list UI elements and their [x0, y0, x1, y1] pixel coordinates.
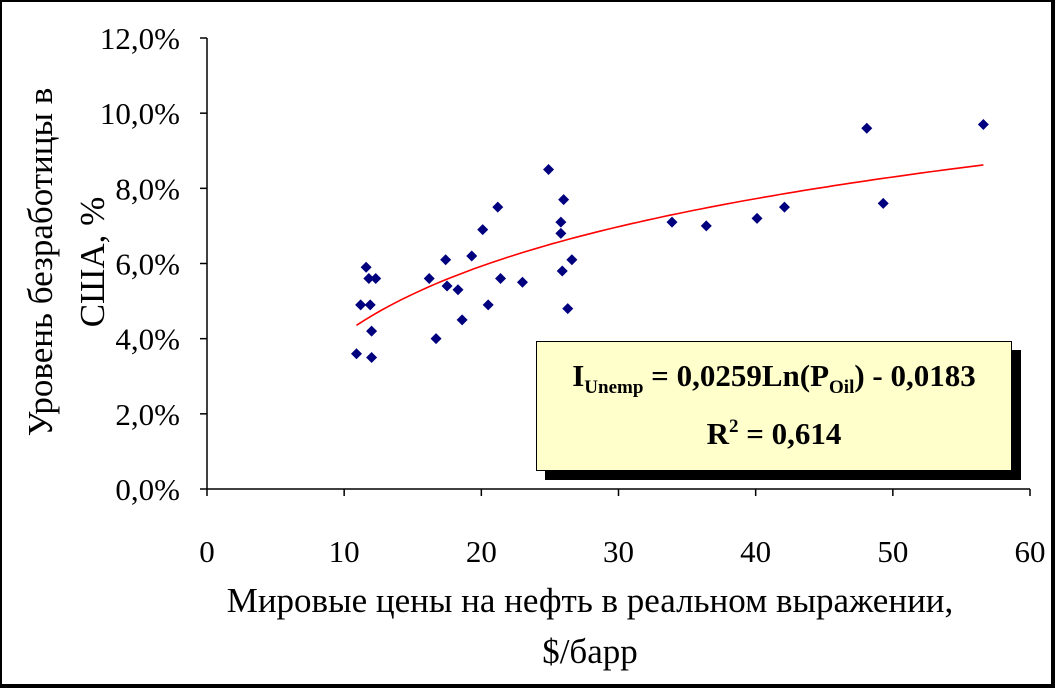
data-point: [440, 254, 452, 266]
data-point: [751, 212, 763, 224]
data-point: [364, 299, 376, 311]
data-point: [977, 118, 989, 130]
x-tick-label: 30: [603, 534, 634, 569]
data-point: [482, 299, 494, 311]
x-tick-label: 60: [1015, 534, 1046, 569]
data-point: [558, 194, 570, 206]
data-point: [430, 333, 442, 345]
data-point: [351, 348, 363, 360]
y-tick-label: 2,0%: [115, 397, 180, 432]
data-point: [566, 254, 578, 266]
y-tick-label: 12,0%: [100, 21, 180, 56]
x-axis-title-line1: Мировые цены на нефть в реальном выражен…: [227, 581, 954, 620]
y-tick-label: 10,0%: [100, 96, 180, 131]
data-points: [351, 118, 989, 363]
x-axis-title-line2: $/барр: [542, 632, 638, 671]
data-point: [466, 250, 478, 262]
x-tick-label: 10: [329, 534, 360, 569]
data-point: [861, 122, 873, 134]
data-point: [555, 227, 567, 239]
eq-mid: = 0,0259Ln(P: [643, 358, 830, 393]
r2-lhs: R: [706, 416, 729, 451]
y-tick-label: 4,0%: [115, 322, 180, 357]
data-point: [363, 273, 375, 285]
data-point: [366, 351, 378, 363]
r-squared: R2 = 0,614: [537, 416, 1011, 452]
data-point: [366, 325, 378, 337]
data-point: [477, 224, 489, 236]
eq-lhs: I: [572, 358, 585, 393]
y-axis-title: Уровень безработицы в: [21, 88, 60, 437]
regression-equation: IUnemp = 0,0259Ln(POil) - 0,0183: [537, 358, 1011, 399]
data-point: [543, 164, 555, 176]
data-point: [423, 273, 435, 285]
eq-rhs: ) - 0,0183: [854, 358, 976, 393]
data-point: [516, 276, 528, 288]
x-tick-label: 20: [466, 534, 497, 569]
eq-lhs-subscript: Unemp: [584, 377, 644, 398]
x-tick-label: 0: [199, 534, 215, 569]
data-point: [492, 201, 504, 213]
data-point: [700, 220, 712, 232]
data-point: [556, 265, 568, 277]
data-point: [877, 197, 889, 209]
data-point: [495, 273, 507, 285]
data-point: [441, 280, 453, 292]
data-point: [370, 273, 382, 285]
data-point: [555, 216, 567, 228]
y-tick-label: 0,0%: [115, 472, 180, 507]
data-point: [456, 314, 468, 326]
x-axis-ticks: 0 10 20 30 40 50 60: [199, 489, 1046, 569]
data-point: [360, 261, 372, 273]
y-tick-label: 6,0%: [115, 247, 180, 282]
y-axis-ticks: 0,0% 2,0% 4,0% 6,0% 8,0% 10,0% 12,0%: [100, 21, 207, 507]
data-point: [778, 201, 790, 213]
eq-mid-subscript: Oil: [829, 377, 855, 398]
data-point: [666, 216, 678, 228]
y-tick-label: 8,0%: [115, 171, 180, 206]
r2-superscript: 2: [728, 416, 739, 437]
x-tick-label: 40: [740, 534, 771, 569]
data-point: [562, 303, 574, 315]
x-tick-label: 50: [877, 534, 908, 569]
data-point: [452, 284, 464, 296]
y-axis-title-2: США, %: [73, 197, 112, 328]
r2-rhs: = 0,614: [738, 416, 842, 451]
trendline-group: [356, 164, 984, 326]
log-trendline: [356, 164, 984, 326]
y-axis-title-line1: Уровень безработицы в: [21, 88, 60, 437]
data-point: [355, 299, 367, 311]
regression-annotation: IUnemp = 0,0259Ln(POil) - 0,0183 R2 = 0,…: [536, 341, 1012, 471]
y-axis-title-line2: США, %: [73, 197, 112, 328]
